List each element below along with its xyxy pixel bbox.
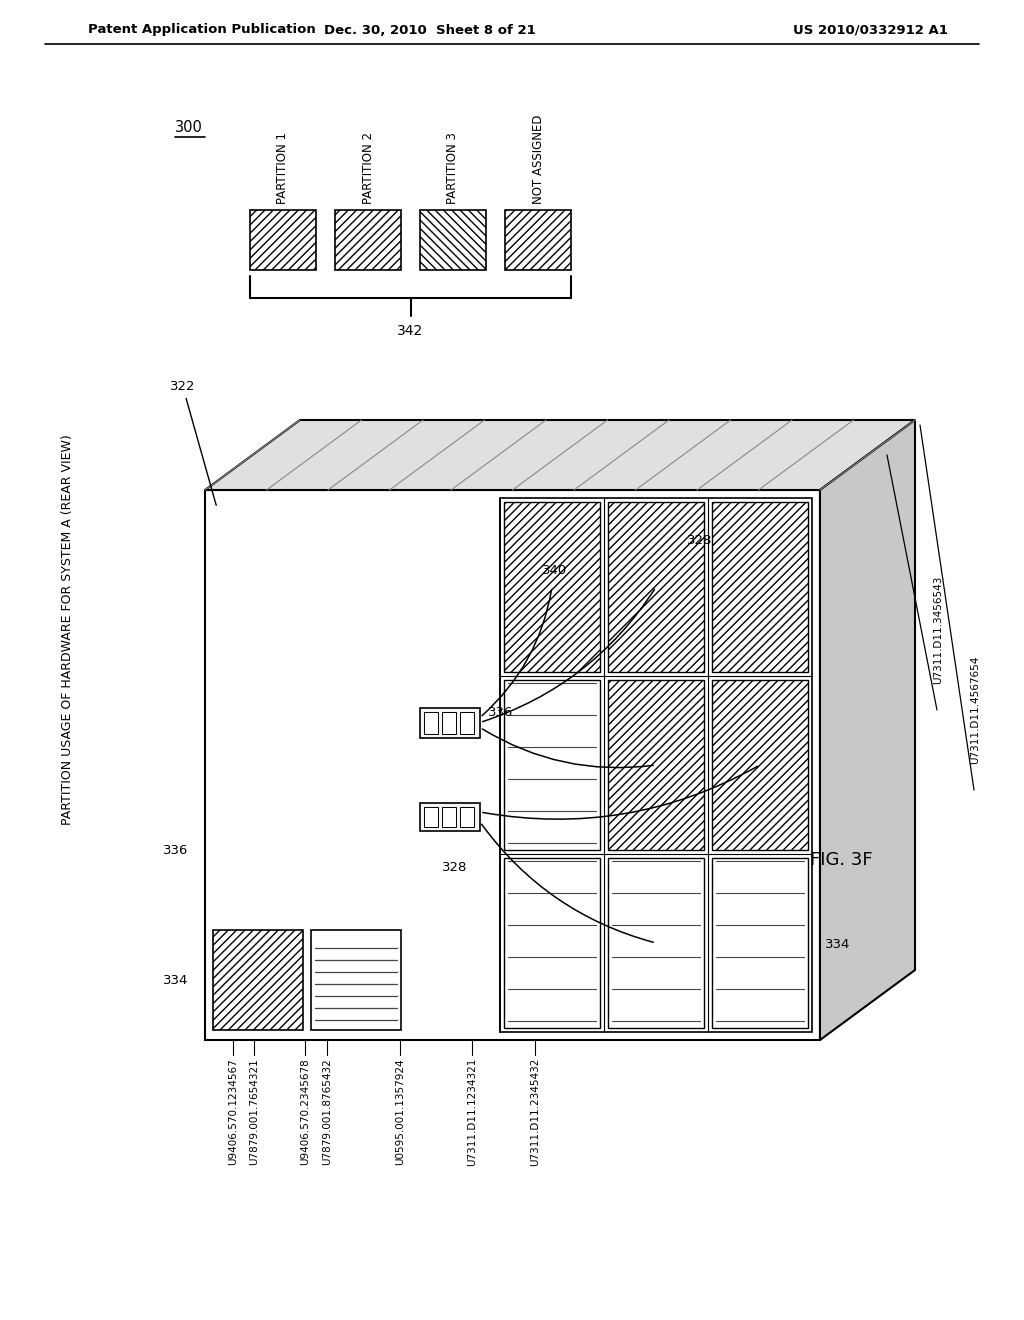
- Polygon shape: [205, 490, 820, 1040]
- Bar: [504, 502, 600, 672]
- Bar: [442, 711, 456, 734]
- Bar: [420, 708, 480, 738]
- Bar: [311, 931, 401, 1030]
- Bar: [712, 858, 808, 1028]
- Text: 328: 328: [687, 533, 713, 546]
- Text: NOT ASSIGNED: NOT ASSIGNED: [531, 115, 545, 205]
- Text: 340: 340: [542, 564, 567, 577]
- Text: U0595.001.1357924: U0595.001.1357924: [395, 1059, 406, 1164]
- Bar: [420, 210, 486, 271]
- Bar: [420, 803, 480, 832]
- Text: 342: 342: [397, 323, 424, 338]
- Bar: [608, 858, 705, 1028]
- Text: U9406.570.2345678: U9406.570.2345678: [300, 1059, 310, 1164]
- Text: PARTITION USAGE OF HARDWARE FOR SYSTEM A (REAR VIEW): PARTITION USAGE OF HARDWARE FOR SYSTEM A…: [61, 434, 75, 825]
- Text: 322: 322: [170, 380, 216, 506]
- Text: US 2010/0332912 A1: US 2010/0332912 A1: [793, 24, 947, 37]
- Text: 336: 336: [163, 845, 188, 858]
- Bar: [712, 502, 808, 672]
- Text: PARTITION 1: PARTITION 1: [276, 132, 290, 205]
- Bar: [608, 502, 705, 672]
- Bar: [335, 210, 401, 271]
- Bar: [213, 931, 303, 1030]
- Text: U7879.001.8765432: U7879.001.8765432: [322, 1059, 332, 1164]
- Bar: [505, 210, 571, 271]
- Text: 334: 334: [825, 939, 850, 952]
- Text: FIG. 3F: FIG. 3F: [810, 851, 872, 869]
- Text: PARTITION 3: PARTITION 3: [446, 132, 460, 205]
- Text: U7311.D11.2345432: U7311.D11.2345432: [530, 1059, 540, 1167]
- Bar: [250, 210, 316, 271]
- Bar: [608, 680, 705, 850]
- Bar: [460, 807, 474, 828]
- Bar: [504, 858, 600, 1028]
- Text: Dec. 30, 2010  Sheet 8 of 21: Dec. 30, 2010 Sheet 8 of 21: [325, 24, 536, 37]
- Bar: [424, 711, 438, 734]
- Text: 336: 336: [488, 706, 513, 719]
- Text: U7879.001.7654321: U7879.001.7654321: [249, 1059, 259, 1164]
- Text: PARTITION 2: PARTITION 2: [361, 132, 375, 205]
- Bar: [424, 807, 438, 828]
- Text: 328: 328: [442, 861, 468, 874]
- Bar: [504, 680, 600, 850]
- Text: 300: 300: [175, 120, 203, 135]
- Text: U7311.D11.3456543: U7311.D11.3456543: [933, 576, 943, 684]
- Polygon shape: [820, 420, 915, 1040]
- Text: 334: 334: [163, 974, 188, 986]
- Text: U9406.570.1234567: U9406.570.1234567: [228, 1059, 238, 1164]
- Bar: [460, 711, 474, 734]
- Bar: [712, 680, 808, 850]
- Bar: [442, 807, 456, 828]
- Text: U7311.D11.4567654: U7311.D11.4567654: [970, 656, 980, 764]
- Polygon shape: [205, 420, 915, 490]
- Bar: [500, 498, 812, 1032]
- Text: Patent Application Publication: Patent Application Publication: [88, 24, 315, 37]
- Text: U7311.D11.1234321: U7311.D11.1234321: [467, 1059, 477, 1167]
